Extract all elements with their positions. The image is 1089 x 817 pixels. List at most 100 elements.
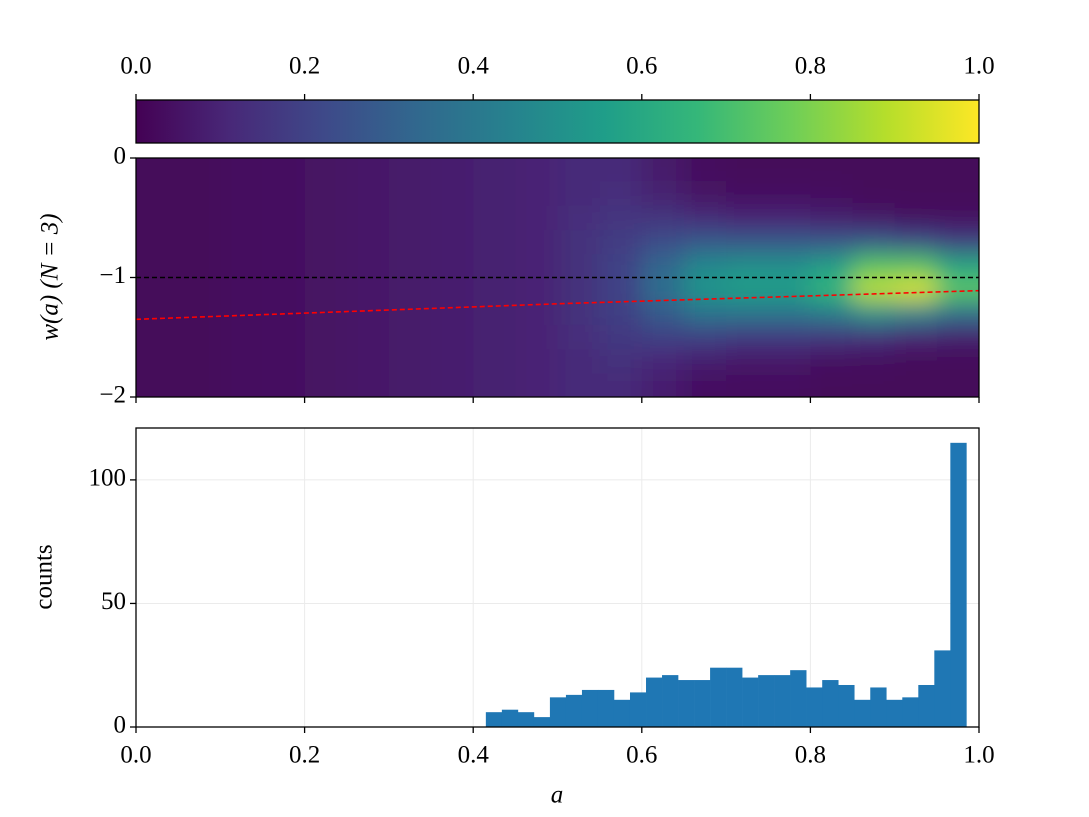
histogram-bar — [501, 709, 519, 727]
heatmap-cell — [852, 325, 896, 350]
heatmap-cell — [515, 205, 558, 231]
heatmap-cell — [178, 158, 221, 183]
histogram-bar — [629, 692, 647, 727]
heatmap-cell — [515, 373, 558, 397]
x-tick-label: 0.6 — [626, 53, 657, 80]
heatmap-cell — [515, 349, 558, 374]
heatmap-cell — [220, 373, 263, 397]
heatmap-cell — [515, 325, 558, 350]
heatmap-cell — [599, 325, 643, 350]
heatmap-cell — [136, 181, 179, 207]
y-tick-label: −2 — [99, 382, 126, 409]
heatmap-cell — [894, 158, 938, 183]
histogram-bar — [678, 680, 695, 727]
heatmap-cell — [641, 325, 685, 350]
heatmap-cell — [726, 205, 769, 231]
heatmap-cell — [810, 373, 854, 397]
heatmap-cell — [515, 181, 558, 207]
heatmap-cell — [768, 325, 811, 350]
heatmap-cell — [936, 301, 979, 326]
y-tick-label: 50 — [101, 588, 126, 615]
heatmap-cell — [810, 229, 854, 255]
heatmap-cell — [431, 301, 474, 326]
heatmap-cell — [810, 301, 854, 326]
axes-frame — [135, 427, 980, 728]
histogram-bar — [902, 697, 919, 727]
heatmap-cell — [304, 205, 348, 231]
heatmap-cell — [852, 205, 896, 231]
heatmap-cell — [346, 325, 390, 350]
heatmap-cell — [220, 181, 263, 207]
heatmap-cell — [473, 277, 516, 302]
heatmap-cell — [431, 158, 474, 183]
heatmap-cell — [683, 325, 727, 350]
heatmap-cell — [304, 158, 348, 183]
heatmap-cell — [473, 373, 516, 397]
heatmap-cell — [262, 349, 306, 374]
heatmap-cell — [220, 158, 263, 183]
heatmap-cell — [515, 253, 558, 278]
heatmap-cell — [683, 181, 727, 207]
histogram-bar — [662, 675, 679, 727]
y-tick-label: 0 — [114, 712, 127, 739]
heatmap-cell — [894, 253, 938, 278]
heatmap-cell — [388, 373, 432, 397]
heatmap-cell — [852, 229, 896, 255]
heatmap-cell — [473, 325, 516, 350]
heatmap-cell — [557, 373, 601, 397]
x-tick-label: 0.2 — [289, 742, 320, 769]
x-tick-label: 1.0 — [963, 53, 994, 80]
heatmap-cell — [557, 181, 601, 207]
colorbar — [136, 100, 979, 143]
heatmap-cell — [431, 229, 474, 255]
heatmap-cell — [557, 325, 601, 350]
heatmap-cell — [178, 253, 221, 278]
axes-frame — [135, 157, 980, 398]
heatmap-cell — [936, 253, 979, 278]
heatmap-cell — [894, 205, 938, 231]
heatmap-cell — [726, 349, 769, 374]
heatmap-cell — [431, 277, 474, 302]
heatmap-cell — [726, 373, 769, 397]
heatmap-cell — [262, 373, 306, 397]
heatmap-cell — [936, 277, 979, 302]
heatmap-cell — [220, 229, 263, 255]
heatmap-cell — [936, 373, 979, 397]
heatmap-cell — [388, 205, 432, 231]
x-axis-label: a — [551, 782, 564, 809]
heatmap-cell — [220, 325, 263, 350]
heatmap-cell — [641, 277, 685, 302]
heatmap-cell — [262, 181, 306, 207]
heatmap-cell — [641, 301, 685, 326]
heatmap-cell — [894, 349, 938, 374]
heatmap-cell — [220, 277, 263, 302]
histogram-bar — [806, 687, 823, 727]
heatmap-cell — [178, 325, 221, 350]
heatmap-cell — [726, 301, 769, 326]
heatmap-cell — [346, 349, 390, 374]
histogram-bar — [517, 712, 535, 727]
heatmap-cell — [473, 181, 516, 207]
heatmap-cell — [515, 158, 558, 183]
histogram-bar — [822, 680, 839, 727]
histogram-bar — [870, 687, 887, 727]
heatmap-cell — [262, 277, 306, 302]
heatmap-cell — [346, 205, 390, 231]
y-tick-label: 100 — [89, 465, 127, 492]
histogram-bar — [742, 677, 759, 727]
heatmap-cell — [136, 277, 179, 302]
heatmap-cell — [852, 373, 896, 397]
heatmap-cell — [262, 253, 306, 278]
x-tick-label: 0.0 — [120, 53, 151, 80]
heatmap-cell — [726, 253, 769, 278]
histogram-bar — [565, 694, 583, 727]
heatmap-cell — [768, 253, 811, 278]
heatmap-cell — [136, 205, 179, 231]
heatmap-cell — [515, 277, 558, 302]
heatmap-cell — [683, 301, 727, 326]
heatmap-cell — [768, 158, 811, 183]
heatmap-cell — [304, 277, 348, 302]
heatmap-cell — [683, 205, 727, 231]
heatmap-cell — [641, 158, 685, 183]
